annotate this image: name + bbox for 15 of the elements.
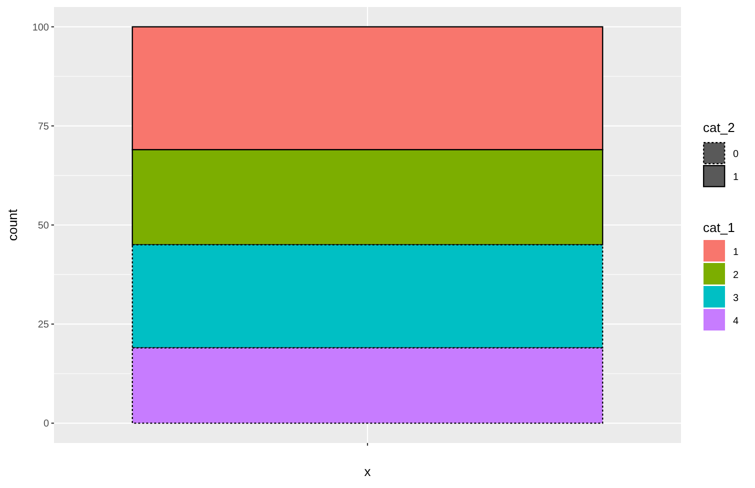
y-axis-title: count (5, 208, 20, 241)
y-tick-label: 100 (32, 22, 50, 34)
legend-label: 3 (733, 293, 739, 304)
text: 0 (733, 149, 739, 160)
y-tick-label: 50 (38, 220, 50, 232)
text: 1 (733, 172, 739, 183)
y-tick-label: 25 (38, 320, 50, 331)
legend-label: 1 (733, 247, 739, 258)
text: cat_2 (703, 120, 735, 135)
legend-title: cat_1 (703, 220, 735, 235)
legend-label: 4 (733, 316, 739, 327)
y-tick-label: 75 (38, 121, 50, 132)
legend-label: 2 (733, 270, 739, 281)
y-tick-label: 0 (43, 418, 50, 430)
x-axis-title: x (364, 464, 372, 479)
